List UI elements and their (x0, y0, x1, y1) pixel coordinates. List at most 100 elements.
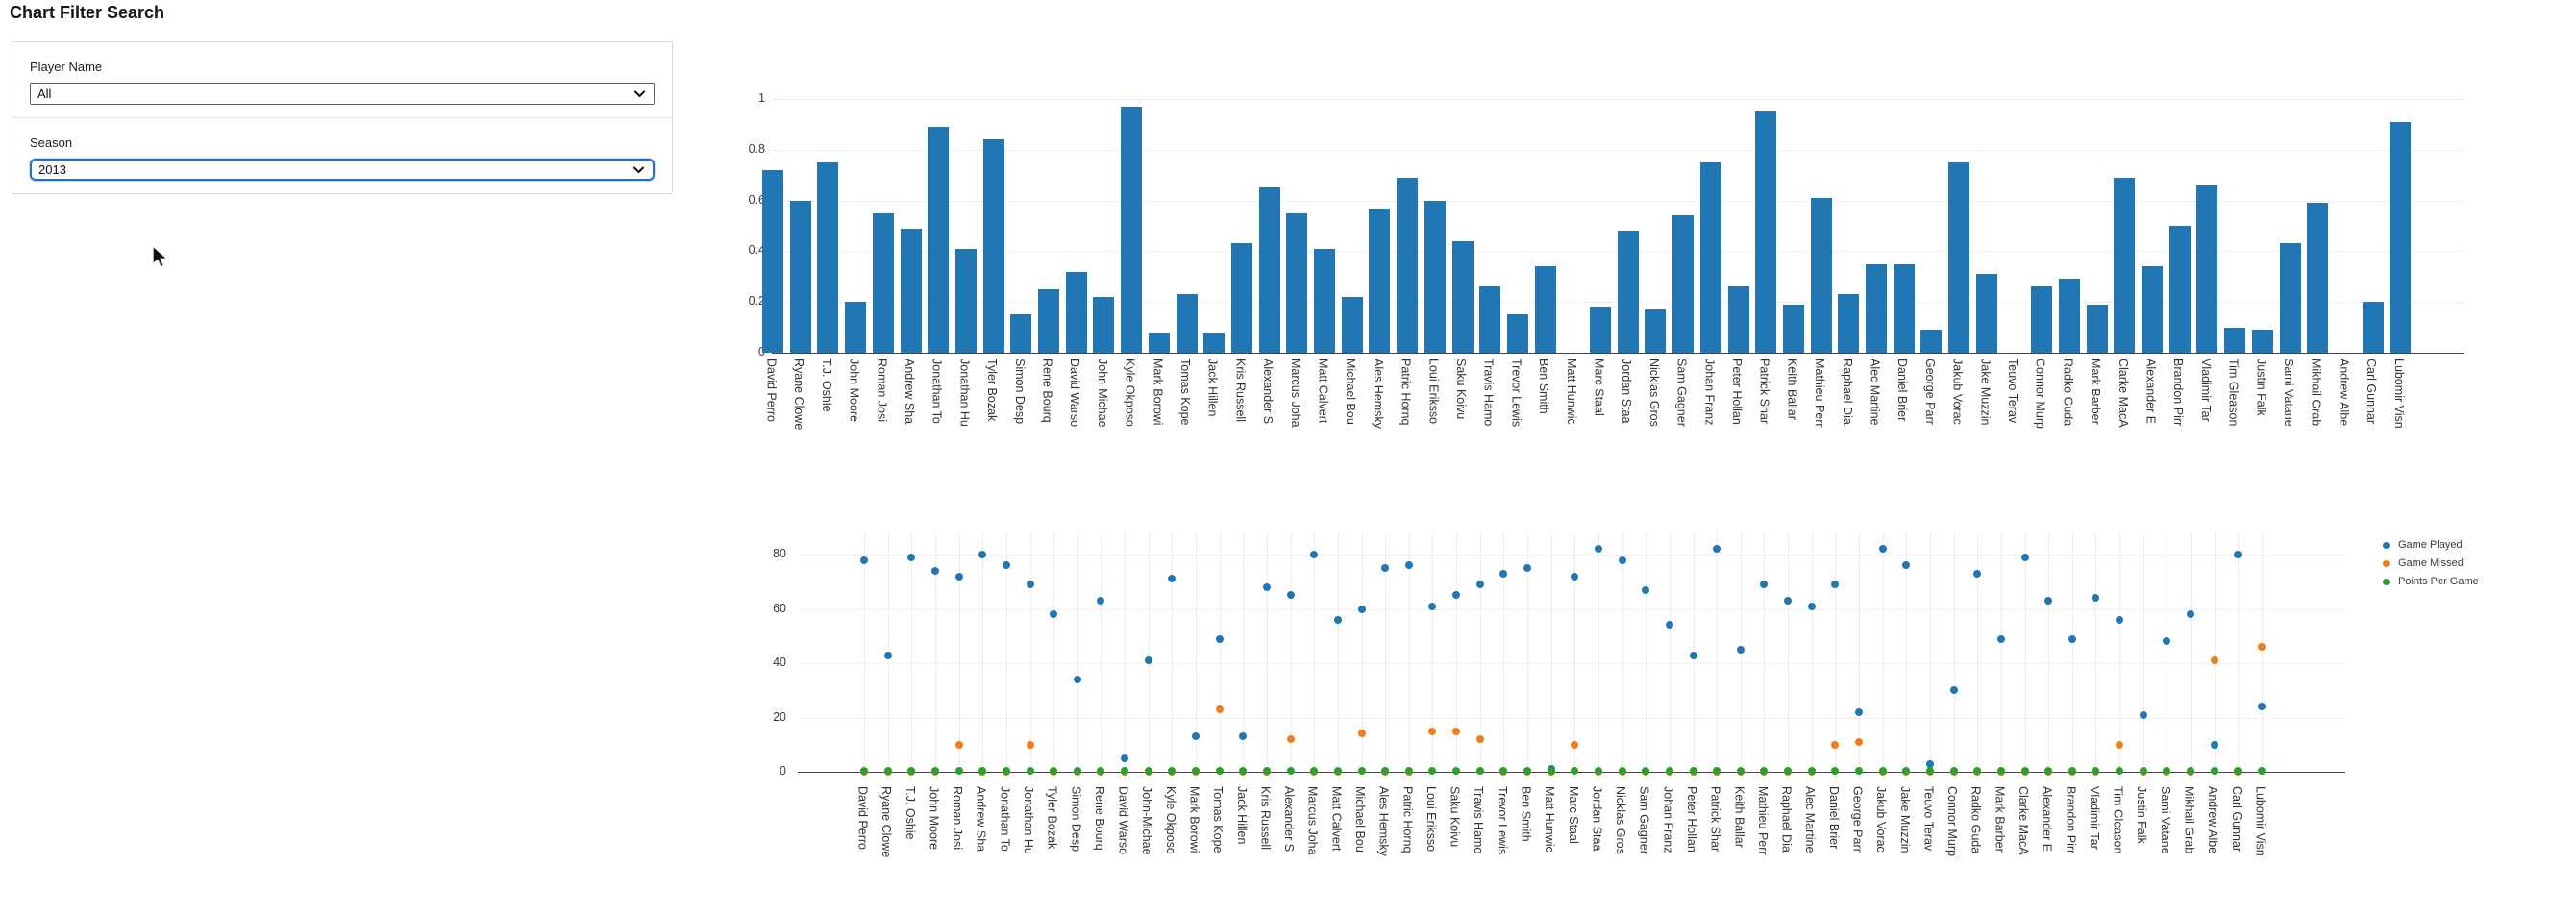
bar (2390, 121, 2412, 353)
scatter-point-points-per-game (1286, 766, 1295, 775)
scatter-point-points-per-game (2068, 766, 2076, 775)
x-tick-label: Patric Hornq (1400, 786, 1415, 853)
gridline (2095, 532, 2097, 780)
x-tick-label: John Moore (847, 359, 861, 423)
scatter-point-points-per-game (1381, 766, 1390, 775)
x-tick-label: Peter Hollan (1730, 359, 1744, 425)
x-tick-label: Nicklas Gros (1647, 359, 1661, 427)
bar (1479, 286, 1501, 353)
scatter-point-game-played (2210, 740, 2218, 749)
scatter-point-game-played (883, 651, 892, 659)
x-tick-label: Jordan Staa (1590, 786, 1604, 852)
scatter-point-points-per-game (1571, 766, 1579, 775)
gridline (1953, 532, 1955, 780)
gridline (1125, 532, 1127, 780)
gridline (1788, 532, 1790, 780)
gridline (1290, 532, 1292, 780)
scatter-point-game-played (2257, 703, 2266, 711)
gridline (1764, 532, 1766, 780)
x-tick-label: Jonathan Hu (1022, 786, 1035, 854)
x-tick-label: Mark Borowi (1187, 786, 1201, 853)
scatter-point-game-played (1996, 634, 2005, 643)
gridline (2238, 532, 2240, 780)
mouse-cursor-icon (152, 245, 169, 268)
x-tick-label: Johan Franz (1702, 359, 1717, 426)
scatter-point-points-per-game (1333, 766, 1342, 775)
y-tick-label: 0.8 (748, 141, 765, 156)
x-tick-label: Johan Franz (1661, 786, 1675, 853)
scatter-point-game-played (954, 572, 963, 581)
scatter-point-game-played (2116, 615, 2124, 624)
bar (1838, 294, 1860, 353)
scatter-point-game-played (1571, 572, 1579, 581)
bar (1755, 111, 1777, 353)
bar (1230, 243, 1252, 353)
scatter-point-game-played (1642, 585, 1650, 594)
bar (2142, 266, 2163, 353)
x-tick-label: Alexander S (1261, 359, 1276, 425)
x-tick-label: Marcus Joha (1305, 786, 1320, 855)
gridline (798, 717, 2345, 719)
gridline (1503, 532, 1505, 780)
x-tick-label: George Parr (1850, 786, 1865, 853)
x-tick-label: Andrew Sha (903, 359, 916, 425)
scatter-point-game-played (2187, 610, 2194, 619)
gridline (1077, 532, 1078, 780)
scatter-point-game-played (1523, 564, 1531, 573)
bar (1451, 240, 1474, 353)
season-label: Season (30, 136, 73, 150)
bar (1341, 296, 1363, 353)
scatter-point-game-played (1073, 675, 1081, 683)
bar (1121, 106, 1143, 353)
player-name-selected-value: All (37, 87, 52, 101)
scatter-point-points-per-game (2139, 766, 2147, 775)
x-tick-label: Matt Calvert (1316, 359, 1330, 424)
gridline (911, 532, 913, 780)
bar (1617, 231, 1639, 353)
scatter-point-game-missed (1571, 740, 1579, 749)
scatter-point-points-per-game (1807, 766, 1816, 775)
x-tick-label: Ben Smith (1537, 359, 1551, 414)
x-tick-label: Jake Muzzin (1978, 359, 1993, 426)
bar (1010, 314, 1032, 353)
bar (2224, 327, 2246, 353)
gridline (1408, 532, 1410, 780)
x-tick-label: Alec Martine (1868, 359, 1882, 426)
scatter-point-game-played (1192, 732, 1200, 741)
bar (1672, 215, 1695, 353)
scatter-point-points-per-game (1239, 766, 1248, 775)
scatter-point-points-per-game (2020, 766, 2029, 775)
bar (2086, 304, 2108, 353)
gridline (1859, 532, 1860, 780)
bar (1948, 162, 1970, 353)
scatter-point-game-played (1357, 605, 1366, 613)
scatter-point-points-per-game (860, 766, 868, 775)
x-tick-label: Mikhail Grab (2182, 786, 2196, 854)
x-tick-label: Raphael Dia (1840, 359, 1854, 425)
player-name-select[interactable]: All (30, 83, 655, 105)
season-select[interactable]: 2013 (30, 159, 655, 181)
scatter-point-game-played (1713, 545, 1721, 554)
x-tick-label: Jonathan To (929, 359, 944, 424)
bar (1645, 309, 1667, 353)
x-tick-label: Connor Murp (1945, 786, 1960, 856)
y-tick-label: 0 (721, 345, 765, 359)
bar (1590, 307, 1611, 353)
x-tick-label: Mathieu Perr (1755, 786, 1770, 855)
scatter-point-points-per-game (954, 766, 963, 775)
x-tick-label: Carl Gunnar (2365, 359, 2379, 425)
x-tick-label: Justin Falk (2254, 359, 2268, 416)
x-tick-label: Vladimir Tar (2087, 786, 2101, 850)
gridline (2000, 532, 2002, 780)
scatter-point-points-per-game (1831, 766, 1840, 775)
x-tick-label: Alexander E (2040, 786, 2054, 853)
y-tick-label: 20 (773, 709, 786, 724)
bar (2031, 286, 2053, 353)
x-tick-label: Saku Koivu (1454, 359, 1468, 420)
gridline (982, 532, 984, 780)
x-tick-label: Daniel Brier (1826, 786, 1841, 850)
gridline (864, 532, 865, 780)
x-tick-label: Radko Guda (2061, 359, 2075, 427)
bar (2058, 279, 2080, 353)
scatter-point-game-played (1286, 591, 1295, 600)
